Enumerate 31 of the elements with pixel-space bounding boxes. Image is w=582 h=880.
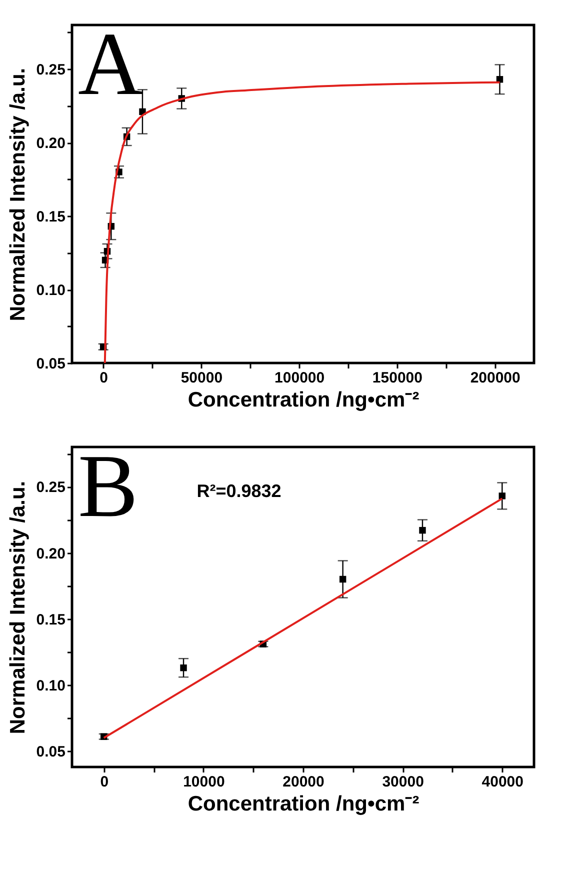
point — [180, 664, 187, 672]
x-tick-label: 0 — [100, 370, 108, 386]
y-tick-label: 0.25 — [36, 479, 66, 496]
y-tick-label: 0.10 — [36, 282, 66, 300]
point — [498, 492, 506, 500]
y-tick-label: 0.15 — [36, 611, 66, 628]
point — [419, 526, 426, 534]
y-axis-title: Normalized Intensity /a.u. — [6, 68, 30, 322]
y-tick-label: 0.15 — [36, 208, 66, 226]
y-tick-label: 0.20 — [36, 545, 66, 562]
x-axis-title: Concentration /ng•cm⁻² — [188, 388, 420, 412]
y-tick-label: 0.20 — [36, 135, 66, 152]
annotation: B — [78, 437, 138, 536]
x-tick-label: 50000 — [180, 370, 223, 386]
y-tick-label: 0.05 — [36, 744, 66, 761]
x-tick-label: 30000 — [382, 774, 424, 790]
annotation: A — [78, 15, 143, 114]
point — [339, 576, 346, 583]
x-tick-label: 100000 — [274, 370, 325, 386]
y-tick-label: 0.05 — [36, 356, 66, 372]
y-tick-label: 0.10 — [36, 678, 66, 695]
x-tick-label: 10000 — [183, 774, 225, 790]
x-axis-title: Concentration /ng•cm⁻² — [188, 792, 420, 816]
x-tick-label: 20000 — [282, 774, 324, 790]
y-axis-title: Normalized Intensity /a.u. — [6, 480, 30, 734]
x-tick-label: 200000 — [470, 370, 520, 386]
x-tick-label: 0 — [100, 774, 109, 790]
annotation: R²=0.9832 — [196, 480, 282, 501]
y-tick-label: 0.25 — [36, 62, 66, 79]
x-tick-label: 40000 — [482, 774, 524, 790]
x-tick-label: 150000 — [372, 370, 422, 386]
